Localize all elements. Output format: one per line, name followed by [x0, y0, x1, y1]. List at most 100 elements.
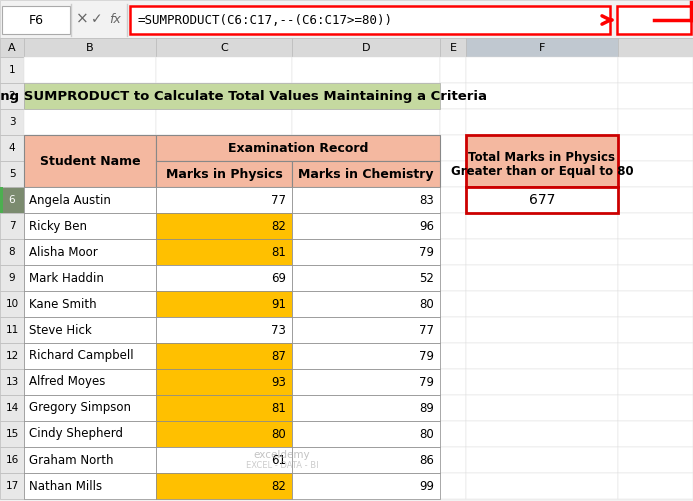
Bar [0, 213, 24, 239]
Bar [618, 239, 693, 265]
Bar [292, 213, 440, 239]
Bar [24, 369, 156, 395]
Text: 10: 10 [6, 299, 19, 309]
Bar [0, 447, 24, 473]
Text: 79: 79 [419, 376, 434, 388]
Bar [618, 213, 693, 239]
Text: F6: F6 [28, 14, 44, 27]
Text: 69: 69 [271, 272, 286, 285]
Bar [0, 291, 24, 317]
Text: Cindy Shepherd: Cindy Shepherd [29, 427, 123, 440]
Text: Greater than or Equal to 80: Greater than or Equal to 80 [450, 164, 633, 177]
Bar [440, 38, 466, 57]
Bar [24, 421, 156, 447]
Bar [466, 57, 618, 83]
Text: 7: 7 [9, 221, 15, 231]
Text: ✓: ✓ [91, 12, 103, 26]
Bar [618, 421, 693, 447]
Bar [440, 369, 466, 395]
Bar [0, 109, 24, 135]
Bar [466, 343, 618, 369]
Text: F: F [539, 43, 545, 53]
Text: C: C [220, 43, 228, 53]
Bar [24, 57, 693, 499]
Bar [618, 109, 693, 135]
Text: B: B [86, 43, 94, 53]
Bar [24, 83, 440, 109]
Bar [130, 6, 610, 34]
Text: 14: 14 [6, 403, 19, 413]
Bar [156, 161, 292, 187]
Bar [0, 239, 24, 265]
Bar [466, 38, 618, 57]
Bar [440, 343, 466, 369]
Bar [466, 239, 618, 265]
Bar [156, 109, 292, 135]
Text: 99: 99 [419, 479, 434, 492]
Bar [618, 369, 693, 395]
Text: Examination Record: Examination Record [228, 141, 368, 154]
Bar [0, 38, 24, 57]
Text: =SUMPRODUCT(C6:C17,--(C6:C17>=80)): =SUMPRODUCT(C6:C17,--(C6:C17>=80)) [138, 14, 393, 27]
Bar [617, 6, 691, 34]
Bar [440, 83, 466, 109]
Bar [618, 447, 693, 473]
Bar [24, 135, 156, 187]
Bar [0, 187, 3, 213]
Bar [292, 369, 440, 395]
Bar [0, 343, 24, 369]
Bar [0, 265, 24, 291]
Bar [24, 38, 156, 57]
Text: 81: 81 [271, 245, 286, 259]
Bar [2, 6, 70, 34]
Bar [440, 239, 466, 265]
Text: 17: 17 [6, 481, 19, 491]
Text: 80: 80 [419, 427, 434, 440]
Bar [156, 317, 292, 343]
Bar [156, 395, 292, 421]
Bar [156, 291, 292, 317]
Bar [292, 421, 440, 447]
Bar [0, 395, 24, 421]
Bar [292, 473, 440, 499]
Bar [292, 38, 440, 57]
Text: 52: 52 [419, 272, 434, 285]
Text: ×: × [76, 12, 89, 27]
Bar [466, 213, 618, 239]
Bar [292, 343, 440, 369]
Bar [156, 421, 292, 447]
Bar [618, 187, 693, 213]
Bar [466, 109, 618, 135]
Text: 73: 73 [271, 324, 286, 337]
Bar [24, 395, 156, 421]
Text: 16: 16 [6, 455, 19, 465]
Text: 677: 677 [529, 193, 555, 207]
Text: 77: 77 [271, 193, 286, 206]
Bar [24, 213, 156, 239]
Bar [618, 265, 693, 291]
Text: 82: 82 [271, 479, 286, 492]
Bar [466, 473, 618, 499]
Bar [440, 213, 466, 239]
Bar [156, 473, 292, 499]
Bar [466, 421, 618, 447]
Bar [440, 57, 466, 83]
Bar [466, 187, 618, 213]
Text: 80: 80 [271, 427, 286, 440]
Bar [292, 57, 440, 83]
Text: 61: 61 [271, 453, 286, 466]
Text: 12: 12 [6, 351, 19, 361]
Text: exceldemy: exceldemy [254, 450, 310, 460]
Bar [156, 369, 292, 395]
Bar [618, 317, 693, 343]
Text: 11: 11 [6, 325, 19, 335]
Bar [292, 317, 440, 343]
Text: 79: 79 [419, 350, 434, 363]
Text: 9: 9 [9, 273, 15, 283]
Bar [292, 395, 440, 421]
Text: 5: 5 [9, 169, 15, 179]
Text: Steve Hick: Steve Hick [29, 324, 91, 337]
Bar [466, 291, 618, 317]
Text: 13: 13 [6, 377, 19, 387]
Text: 4: 4 [9, 143, 15, 153]
